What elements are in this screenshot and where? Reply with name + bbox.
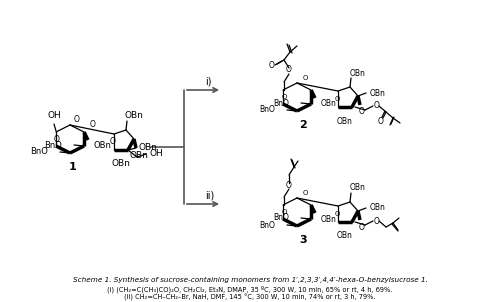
Text: O: O [269, 62, 275, 70]
Text: OH: OH [149, 149, 163, 159]
Text: OBn: OBn [370, 88, 386, 98]
Text: 3: 3 [299, 235, 307, 245]
Text: O: O [378, 117, 384, 126]
Text: OBn: OBn [337, 232, 353, 240]
Text: O: O [302, 190, 308, 196]
Text: O: O [374, 217, 380, 226]
Text: BnO: BnO [273, 214, 289, 223]
Text: OBn: OBn [112, 159, 130, 169]
Text: O: O [90, 120, 96, 129]
Text: O: O [374, 101, 380, 111]
Text: ii): ii) [205, 190, 214, 200]
Text: OBn: OBn [138, 143, 158, 153]
Text: OH: OH [47, 111, 61, 120]
Text: O: O [334, 211, 340, 217]
Text: OBn: OBn [130, 150, 148, 159]
Text: O: O [74, 114, 80, 124]
Text: OBn: OBn [321, 214, 337, 223]
Text: O: O [334, 96, 340, 102]
Text: BnO: BnO [30, 147, 48, 156]
Text: O: O [359, 223, 365, 232]
Text: OBn: OBn [350, 184, 366, 192]
Text: O: O [286, 66, 292, 75]
Text: (ii) CH₂=CH–CH₂–Br, NaH, DMF, 145 °C, 300 W, 10 min, 74% or rt, 3 h, 79%.: (ii) CH₂=CH–CH₂–Br, NaH, DMF, 145 °C, 30… [124, 293, 376, 300]
Text: O: O [359, 108, 365, 117]
Text: OBn: OBn [94, 142, 112, 150]
Text: BnO: BnO [259, 220, 275, 230]
Text: O: O [302, 75, 308, 81]
Text: OBn: OBn [370, 204, 386, 213]
Text: (i) (CH₂=C(CH₃)CO)₂O, CH₂Cl₂, Et₃N, DMAP, 35 ºC, 300 W, 10 min, 65% or rt, 4 h, : (i) (CH₂=C(CH₃)CO)₂O, CH₂Cl₂, Et₃N, DMAP… [108, 285, 393, 293]
Text: O: O [286, 181, 292, 189]
Text: OBn: OBn [337, 117, 353, 126]
Text: O: O [54, 134, 60, 143]
Text: OBn: OBn [350, 69, 366, 78]
Text: Scheme 1. Synthesis of sucrose-containing monomers from 1′,2,3,3′,4,4′-hexa-O-be: Scheme 1. Synthesis of sucrose-containin… [72, 277, 428, 283]
Text: O: O [110, 137, 116, 146]
Text: OBn: OBn [321, 99, 337, 108]
Text: i): i) [205, 76, 212, 86]
Text: 2: 2 [299, 120, 307, 130]
Text: OBn: OBn [124, 111, 144, 120]
Text: O: O [282, 94, 286, 100]
Text: BnO: BnO [44, 140, 62, 149]
Text: BnO: BnO [273, 98, 289, 108]
Text: O: O [282, 209, 286, 215]
Text: 1: 1 [69, 162, 77, 172]
Text: BnO: BnO [259, 105, 275, 114]
